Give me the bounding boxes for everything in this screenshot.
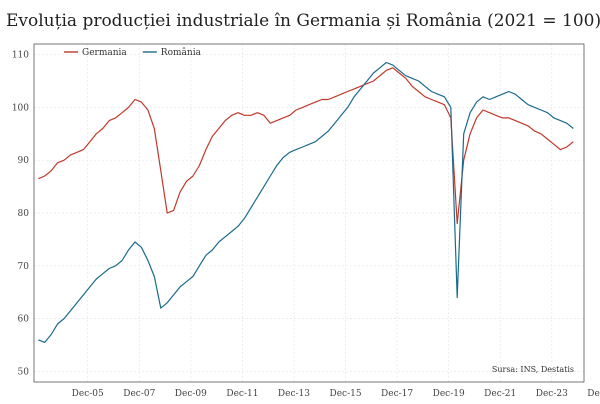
- x-tick-label: Dec-17: [381, 389, 413, 399]
- x-axis: Dec-05 Dec-07 Dec-09 Dec-11 Dec-13 Dec-15 Dec-…: [72, 389, 600, 399]
- y-tick-label: 110: [12, 51, 29, 61]
- x-tick-label: Dec-07: [123, 389, 155, 399]
- x-tick-label: Dec-21: [484, 389, 516, 399]
- y-tick-label: 80: [18, 209, 30, 219]
- grid: [34, 44, 584, 382]
- y-tick-label: 70: [18, 262, 30, 272]
- series-line-germania: [38, 67, 574, 225]
- legend-label: România: [161, 47, 202, 58]
- y-tick-label: 60: [18, 315, 30, 325]
- x-tick-label: Dec-13: [278, 389, 310, 399]
- x-tick-label: Dec-11: [226, 389, 258, 399]
- legend: Germania România: [64, 47, 202, 58]
- x-tick-label: Dec-25: [587, 389, 600, 399]
- x-tick-label: Dec-19: [433, 389, 465, 399]
- series-line-romania: [38, 61, 574, 343]
- x-tick-label: Dec-09: [175, 389, 207, 399]
- x-tick-label: Dec-15: [329, 389, 361, 399]
- y-tick-label: 100: [12, 103, 29, 113]
- legend-label: Germania: [82, 48, 127, 58]
- series-lines: [38, 61, 574, 343]
- x-tick-label: Dec-23: [536, 389, 568, 399]
- plot-frame: [33, 43, 585, 383]
- y-tick-label: 90: [18, 156, 30, 166]
- y-axis: 50 60 70 80 90 100 110: [12, 51, 29, 378]
- x-tick-label: Dec-05: [72, 389, 104, 399]
- y-tick-label: 50: [18, 367, 30, 377]
- chart-title: Evoluția producției industriale în Germa…: [6, 11, 600, 31]
- source-note: Sursa: INS, Destatis: [492, 365, 574, 374]
